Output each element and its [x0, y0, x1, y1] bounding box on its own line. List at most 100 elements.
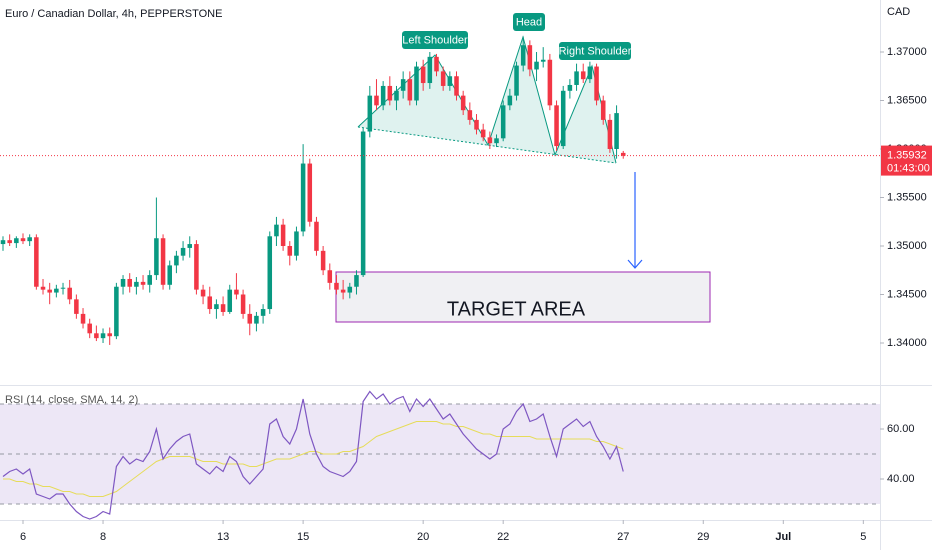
label-box [513, 13, 545, 31]
candle-body [134, 281, 139, 287]
x-tick-label: 29 [697, 531, 709, 543]
candle-body [167, 265, 172, 285]
candle-body [320, 250, 326, 271]
y-tick-label: 1.35500 [887, 191, 927, 203]
rsi-line [2, 390, 624, 520]
candle-body [274, 224, 279, 237]
y-tick-label: 1.36500 [887, 94, 927, 106]
candle-body [374, 95, 379, 106]
axis-overlay: 1.340001.345001.350001.355001.360001.365… [20, 46, 932, 543]
y-tick-label: 40.00 [887, 473, 915, 485]
candle-body [560, 90, 566, 147]
x-tick-label: 22 [497, 531, 509, 543]
label-box [402, 31, 468, 49]
x-tick-label: 8 [100, 531, 106, 543]
y-tick-label: 1.34500 [887, 288, 927, 300]
candle-body [0, 240, 6, 245]
x-tick-label: Jul [775, 531, 791, 543]
candle-body [360, 131, 366, 276]
countdown-label: 01:43:00 [887, 162, 930, 174]
left-shoulder-label: Left Shoulder [402, 34, 468, 46]
candle-body [347, 286, 353, 293]
candle-body [247, 313, 253, 324]
candle-body [434, 56, 439, 72]
x-tick-label: 6 [20, 531, 26, 543]
candle-body [140, 281, 146, 285]
candle-body [307, 163, 313, 222]
candle-body [120, 278, 126, 287]
candle-body [27, 237, 32, 242]
candle-body [87, 323, 92, 334]
candle-body [160, 238, 166, 285]
candle-body [174, 255, 179, 266]
candle-body [354, 275, 359, 287]
candle-body [280, 224, 286, 246]
candle-body [107, 333, 112, 337]
candle-body [327, 270, 333, 283]
candle-body [67, 287, 72, 300]
candle-body [527, 45, 533, 70]
candle-body [614, 113, 619, 149]
target-box [335, 271, 711, 323]
candle-body [74, 299, 79, 314]
candle-body [300, 163, 306, 232]
candle-body [54, 288, 59, 293]
y-tick-label: 1.34000 [887, 337, 927, 349]
candle-body [534, 61, 539, 70]
candle-body [394, 90, 399, 101]
candle-body [594, 66, 599, 101]
chart-title: Euro / Canadian Dollar, 4h, PEPPERSTONE [5, 8, 222, 20]
candle-body [587, 66, 593, 80]
candle-body [267, 236, 273, 310]
candle-body [214, 304, 219, 310]
candle-body [200, 289, 206, 297]
candle-body [380, 85, 386, 106]
candle-body [180, 247, 186, 256]
candle-body [447, 76, 453, 86]
candle-body [387, 85, 393, 101]
rsi-background [0, 403, 880, 505]
candle-body [220, 304, 226, 312]
candle-body [7, 240, 12, 244]
candle-body [340, 289, 346, 293]
candle-body [540, 59, 546, 62]
candle-body [514, 65, 519, 96]
candle-body [407, 79, 413, 101]
rsi-title: RSI (14, close, SMA, 14, 2) [5, 394, 138, 406]
candle-body [600, 100, 606, 120]
candle-body [294, 231, 299, 256]
last-price-box [881, 145, 932, 176]
neckline [357, 126, 617, 164]
candle-body [240, 294, 246, 314]
candle-body [234, 289, 239, 295]
rsi-line [3, 421, 624, 497]
label-box [559, 42, 631, 60]
candle-body [400, 79, 406, 91]
candle-body [567, 84, 573, 91]
head-label: Head [516, 16, 542, 28]
y-tick-label: 1.35000 [887, 240, 927, 252]
candle-body [607, 119, 613, 149]
candle-body [40, 286, 46, 290]
candle-body [487, 137, 493, 144]
candle-body [620, 152, 626, 156]
candle-body [460, 95, 466, 111]
candle-body [427, 56, 433, 84]
candle-body [147, 275, 152, 285]
candle-body [474, 119, 479, 130]
candle-body [127, 278, 132, 287]
candle-body [367, 95, 373, 132]
candle-body [254, 315, 259, 324]
x-tick-label: 13 [217, 531, 229, 543]
x-tick-label: 15 [297, 531, 309, 543]
y-tick-label: 60.00 [887, 423, 915, 435]
candle-body [420, 66, 426, 84]
candle-body [494, 138, 499, 144]
candle-body [20, 238, 26, 242]
candle-body [114, 286, 119, 337]
candle-body [34, 237, 39, 287]
last-price-label: 1.35932 [887, 149, 927, 161]
candle-body [207, 296, 213, 310]
candle-body [507, 95, 513, 106]
plot [0, 36, 880, 520]
